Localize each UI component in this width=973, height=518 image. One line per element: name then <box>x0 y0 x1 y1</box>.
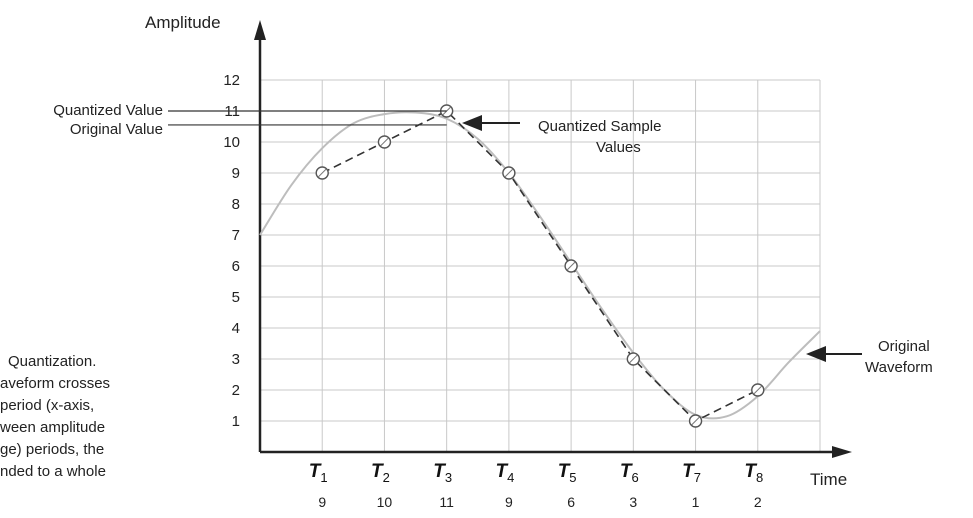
caption-line: Quantization. <box>8 353 97 370</box>
sample-point-hatch <box>628 354 638 364</box>
x-tick-value-label: 6 <box>567 494 575 510</box>
x-tick-label: T6 <box>620 461 639 485</box>
y-tick-label: 8 <box>232 196 240 213</box>
original-waveform-curve <box>259 111 821 420</box>
y-tick-label: 1 <box>232 413 240 430</box>
y-tick-label: 9 <box>232 165 240 182</box>
y-tick-label: 6 <box>232 258 240 275</box>
x-tick-label: T2 <box>371 461 390 485</box>
caption-line: ge) periods, the <box>0 441 105 458</box>
caption-line: ween amplitude <box>0 419 106 436</box>
original-waveform-arrowhead <box>806 346 826 362</box>
y-tick-label: 5 <box>232 289 240 306</box>
quantized-samples <box>315 104 765 428</box>
y-tick-label: 2 <box>232 382 240 399</box>
caption-line: aveform crosses <box>0 375 111 392</box>
y-axis-arrow <box>254 20 266 40</box>
x-tick-value-label: 11 <box>439 494 454 510</box>
grid <box>260 79 821 452</box>
x-tick-label: T4 <box>495 461 514 485</box>
x-tick-value-label: 1 <box>692 494 700 510</box>
y-tick-label: 10 <box>223 134 240 151</box>
x-tick-value-label: 9 <box>318 494 326 510</box>
sample-point-hatch <box>691 416 700 426</box>
x-tick-labels: T1 9 T2 10 T3 11 T4 9 T5 6 T6 3 T7 1 T8 2 <box>309 461 763 510</box>
original-waveform-path <box>259 111 821 420</box>
y-tick-label: 7 <box>232 227 240 244</box>
original-waveform-label-line2: Waveform <box>865 359 933 376</box>
sample-point-hatch <box>317 168 327 178</box>
sample-point-hatch <box>504 168 514 178</box>
quantized-samples-label-line2: Values <box>596 139 641 156</box>
x-tick-label: T1 <box>309 461 328 485</box>
x-tick-label: T8 <box>744 461 763 485</box>
x-axis-label: Time <box>810 470 847 489</box>
original-value-label: Original Value <box>70 121 163 138</box>
figure-caption: Quantization. aveform crosses period (x-… <box>0 352 200 492</box>
y-tick-label: 3 <box>232 351 240 368</box>
x-tick-value-label: 10 <box>377 494 393 510</box>
caption-line: period (x-axis, <box>0 397 95 414</box>
x-tick-value-label: 9 <box>505 494 513 510</box>
original-waveform-label-line1: Original <box>878 338 930 355</box>
quantized-dashed-line <box>321 110 759 422</box>
sample-point-hatch <box>380 137 389 147</box>
x-axis-arrow <box>832 446 852 458</box>
quantized-samples-label-line1: Quantized Sample <box>538 118 661 135</box>
x-tick-label: T7 <box>682 461 701 485</box>
caption-line: nded to a whole <box>0 463 106 480</box>
x-tick-label: T3 <box>433 461 452 485</box>
x-tick-label: T5 <box>558 461 577 485</box>
sample-point-hatch <box>753 385 763 395</box>
x-tick-value-label: 3 <box>629 494 637 510</box>
quantized-samples-arrowhead <box>462 115 482 131</box>
quantized-value-label: Quantized Value <box>53 102 163 119</box>
y-axis-label: Amplitude <box>145 13 221 32</box>
y-tick-label: 12 <box>223 72 240 89</box>
axes <box>254 20 852 458</box>
annotations <box>168 110 862 362</box>
y-tick-label: 4 <box>232 320 240 337</box>
sample-point-hatch <box>566 261 576 271</box>
x-tick-value-label: 2 <box>754 494 762 510</box>
